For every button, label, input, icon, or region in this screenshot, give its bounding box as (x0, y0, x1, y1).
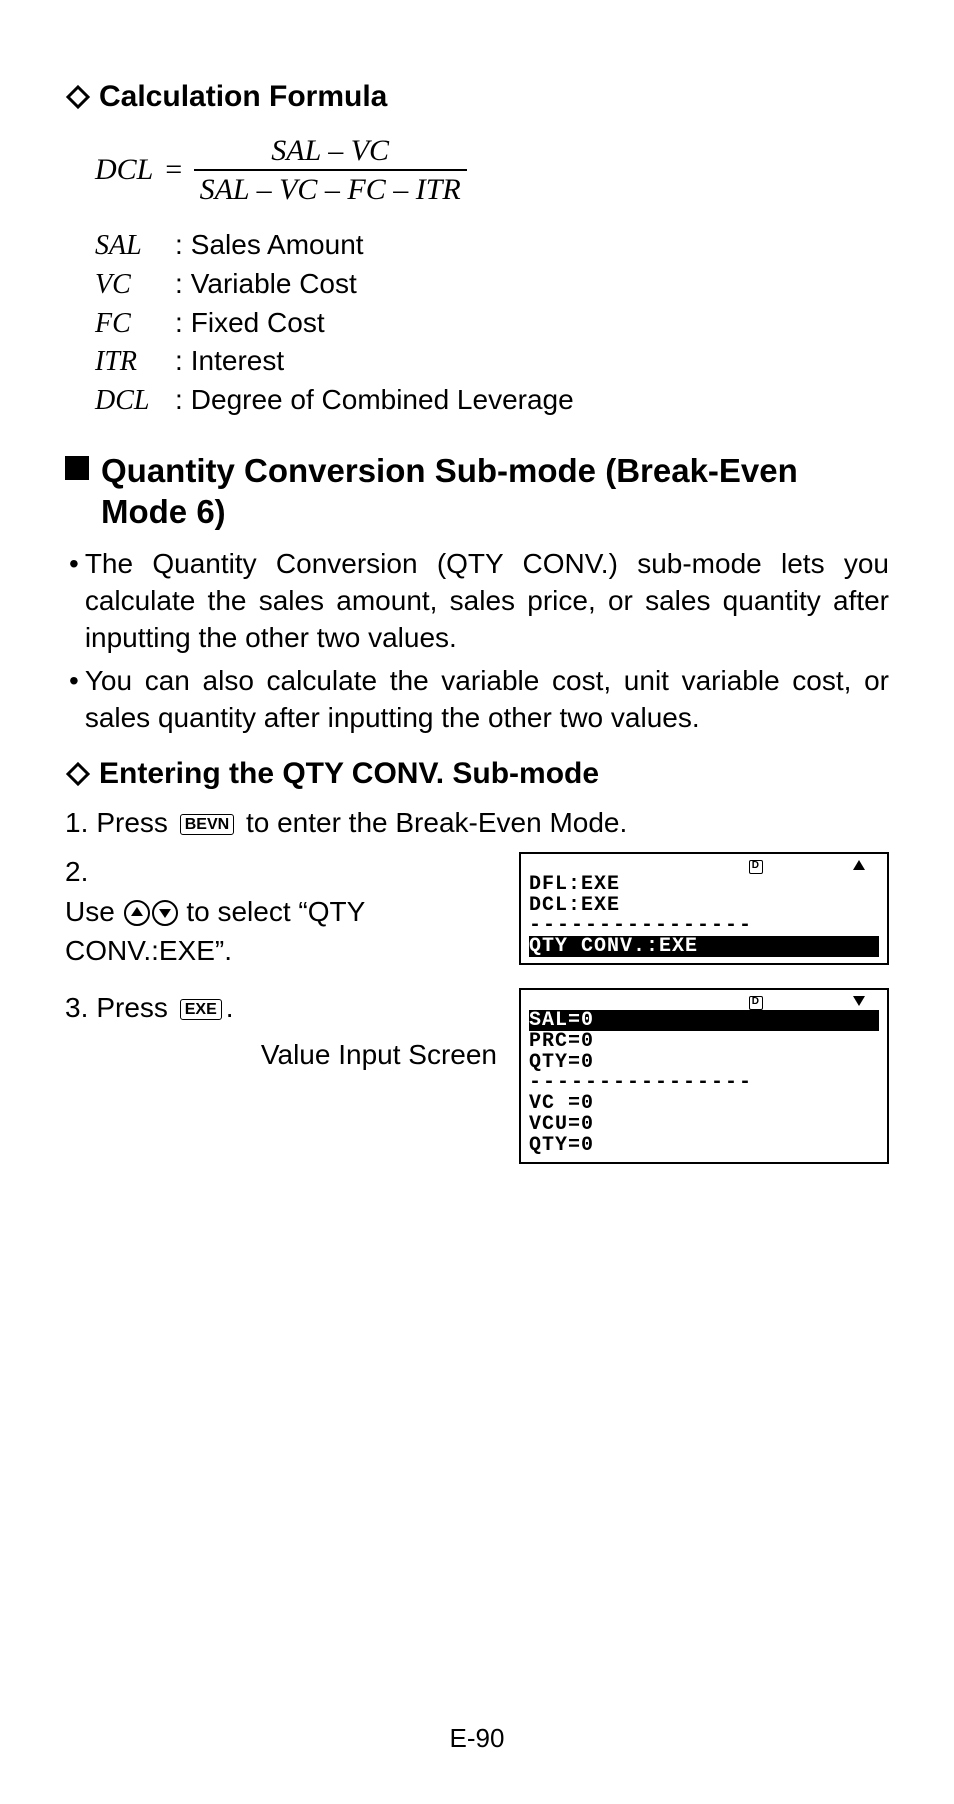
steps-list: 1. Press BEVN to enter the Break-Even Mo… (65, 803, 889, 1164)
def-row: FC : Fixed Cost (95, 304, 889, 343)
def-row: DCL : Degree of Combined Leverage (95, 381, 889, 420)
def-row: ITR : Interest (95, 342, 889, 381)
lcd-indicator-row: D (529, 860, 879, 874)
bullet-item: • You can also calculate the variable co… (65, 663, 889, 737)
step-3-row: 3. Press EXE. Value Input Screen D SAL=0… (65, 988, 889, 1164)
step-text-post: to enter the Break-Even Mode. (238, 807, 627, 838)
diamond-icon (65, 761, 91, 787)
step-text-pre: Press (96, 807, 175, 838)
step-text-post: . (226, 992, 234, 1023)
bullet-list: • The Quantity Conversion (QTY CONV.) su… (65, 546, 889, 737)
def-row: VC : Variable Cost (95, 265, 889, 304)
diamond-icon (65, 84, 91, 110)
def-label: Sales Amount (191, 226, 364, 264)
bullet-item: • The Quantity Conversion (QTY CONV.) su… (65, 546, 889, 657)
def-var: SAL (95, 227, 175, 265)
formula-fraction: SAL – VC SAL – VC – FC – ITR (194, 134, 467, 206)
arrow-down-icon (853, 996, 865, 1006)
step-text-pre: Use (65, 896, 123, 927)
def-colon: : (175, 226, 183, 264)
formula-denominator: SAL – VC – FC – ITR (194, 173, 467, 206)
formula-numerator: SAL – VC (265, 134, 395, 167)
def-var: DCL (95, 382, 175, 420)
def-colon: : (175, 304, 183, 342)
section-heading-calc-formula: Calculation Formula (65, 80, 889, 114)
step-num: 1. (65, 803, 88, 842)
bullet-text: You can also calculate the variable cost… (85, 663, 889, 737)
def-var: ITR (95, 343, 175, 381)
calc-formula-title: Calculation Formula (99, 80, 387, 114)
def-label: Interest (191, 342, 284, 380)
lcd-line: VCU=0 (529, 1114, 879, 1135)
d-indicator-icon: D (749, 996, 763, 1010)
lcd-line: VC =0 (529, 1093, 879, 1114)
qty-conv-title: Quantity Conversion Sub-mode (Break-Even… (101, 450, 889, 533)
variable-definitions: SAL : Sales Amount VC : Variable Cost FC… (95, 226, 889, 420)
lcd-highlighted-line: SAL=0 (529, 1010, 879, 1031)
cursor-down-icon (152, 900, 178, 926)
lcd-separator: ---------------- (529, 1075, 879, 1091)
lcd-line: DCL:EXE (529, 895, 879, 916)
lcd-highlighted-line: QTY CONV.:EXE (529, 936, 879, 957)
step-text-pre: Press (96, 992, 175, 1023)
entering-title: Entering the QTY CONV. Sub-mode (99, 757, 599, 791)
def-row: SAL : Sales Amount (95, 226, 889, 265)
def-colon: : (175, 381, 183, 419)
def-colon: : (175, 342, 183, 380)
value-input-screen-label: Value Input Screen (65, 1035, 505, 1074)
cursor-up-icon (124, 900, 150, 926)
arrow-up-icon (853, 860, 865, 870)
square-icon (65, 456, 89, 480)
bullet-dot: • (69, 663, 79, 737)
step-1: 1. Press BEVN to enter the Break-Even Mo… (65, 803, 889, 842)
def-label: Fixed Cost (191, 304, 325, 342)
def-colon: : (175, 265, 183, 303)
page-number: E-90 (0, 1723, 954, 1754)
def-label: Variable Cost (191, 265, 357, 303)
step-num: 2. (65, 852, 88, 891)
bullet-text: The Quantity Conversion (QTY CONV.) sub-… (85, 546, 889, 657)
step-3: 3. Press EXE. (65, 988, 505, 1027)
lcd-separator: ---------------- (529, 918, 879, 934)
lcd-line: QTY=0 (529, 1052, 879, 1073)
step-2: 2. Use to select “QTY CONV.:EXE”. (65, 852, 505, 970)
lcd-line: PRC=0 (529, 1031, 879, 1052)
d-indicator-icon: D (749, 860, 763, 874)
def-label: Degree of Combined Leverage (191, 381, 574, 419)
lcd-screen-1: D DFL:EXE DCL:EXE ---------------- QTY C… (519, 852, 889, 965)
exe-key: EXE (180, 999, 222, 1020)
formula-lhs: DCL (95, 153, 153, 187)
def-var: VC (95, 266, 175, 304)
bullet-dot: • (69, 546, 79, 657)
fraction-bar (194, 169, 467, 171)
lcd-line: QTY=0 (529, 1135, 879, 1156)
formula-block: DCL = SAL – VC SAL – VC – FC – ITR (95, 134, 889, 206)
lcd-line: DFL:EXE (529, 874, 879, 895)
main-heading-qty-conv: Quantity Conversion Sub-mode (Break-Even… (65, 450, 889, 533)
lcd-indicator-row: D (529, 996, 879, 1010)
section-heading-entering: Entering the QTY CONV. Sub-mode (65, 757, 889, 791)
step-num: 3. (65, 988, 88, 1027)
formula-eq: = (163, 153, 183, 187)
bevn-key: BEVN (180, 814, 234, 835)
lcd-screen-2: D SAL=0 PRC=0 QTY=0 ---------------- VC … (519, 988, 889, 1164)
step-2-row: 2. Use to select “QTY CONV.:EXE”. D DFL:… (65, 852, 889, 980)
def-var: FC (95, 305, 175, 343)
